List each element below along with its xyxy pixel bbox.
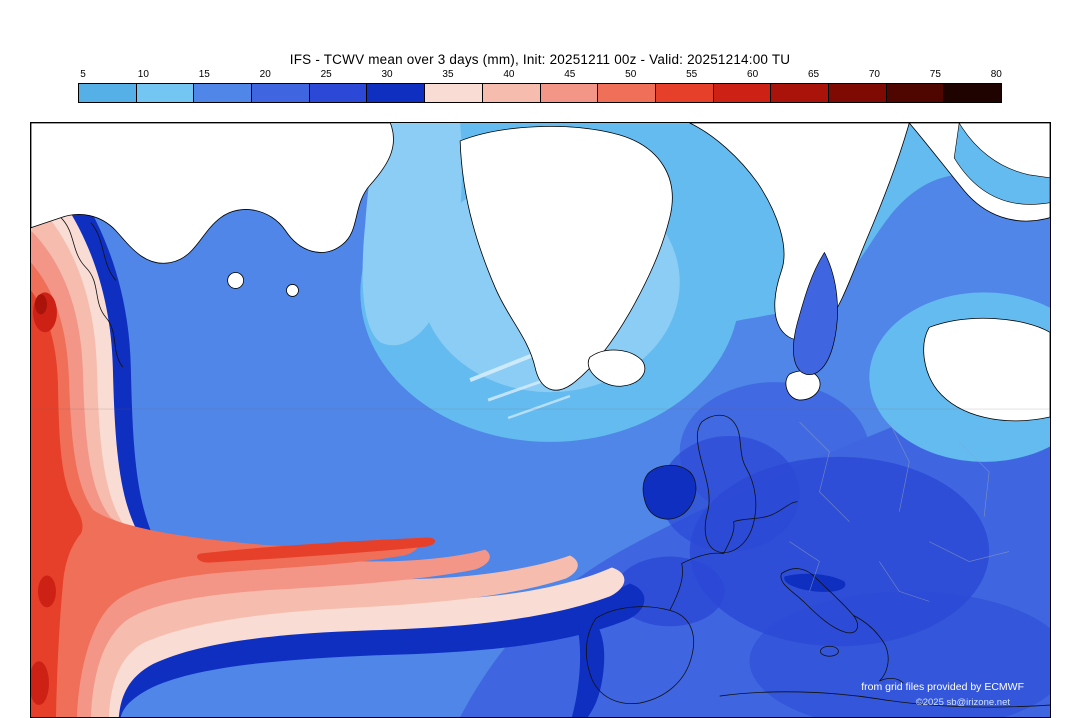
colorbar-tick-label: 40: [503, 69, 515, 80]
colorbar-tick-label: 5: [80, 69, 86, 80]
copyright-credit: ©2025 sb@irizone.net: [915, 697, 1010, 708]
colorbar-tick-label: 10: [137, 69, 149, 80]
colorbar-bar: [78, 83, 1002, 103]
colorbar-tick-labels: 5 10 15 20 25 30 35 40 45 50 55 60 65 70 75 80: [78, 68, 1002, 81]
tcwv-map-graphic: [31, 123, 1050, 717]
colorbar-tick-label: 25: [320, 69, 332, 80]
colorbar-segment: [309, 84, 368, 102]
colorbar-segment: [828, 84, 887, 102]
colorbar-segment: [540, 84, 599, 102]
colorbar-segment: [771, 84, 829, 102]
colorbar-segment: [425, 84, 483, 102]
colorbar-tick-label: 50: [625, 69, 637, 80]
colorbar-segment: [886, 84, 945, 102]
ecmwf-credit: from grid files provided by ECMWF: [861, 681, 1024, 693]
colorbar-tick-label: 60: [747, 69, 759, 80]
colorbar-segment: [252, 84, 310, 102]
colorbar-tick-label: 35: [442, 69, 454, 80]
colorbar-segment: [944, 84, 1001, 102]
colorbar-segment: [598, 84, 656, 102]
colorbar-segment: [194, 84, 253, 102]
colorbar-segment: [136, 84, 195, 102]
colorbar-tick-label: 20: [259, 69, 271, 80]
colorbar-segment: [655, 84, 714, 102]
colorbar-tick-label: 55: [686, 69, 698, 80]
colorbar-segment: [482, 84, 541, 102]
colorbar-tick-label: 65: [807, 69, 820, 80]
colorbar-segment: [713, 84, 772, 102]
colorbar-tick-label: 80: [990, 69, 1002, 80]
colorbar-tick-label: 75: [929, 69, 941, 80]
colorbar-tick-label: 30: [381, 69, 393, 80]
colorbar-tick-label: 70: [868, 69, 880, 80]
colorbar-tick-label: 45: [564, 69, 576, 80]
colorbar: 5 10 15 20 25 30 35 40 45 50 55 60 65 70 75 80: [78, 68, 1002, 103]
chart-title: IFS - TCWV mean over 3 days (mm), Init: …: [289, 52, 791, 67]
colorbar-tick-label: 15: [198, 69, 210, 80]
colorbar-segment: [367, 84, 426, 102]
colorbar-segment: [79, 84, 137, 102]
map-panel: from grid files provided by ECMWF ©2025 …: [30, 122, 1051, 718]
